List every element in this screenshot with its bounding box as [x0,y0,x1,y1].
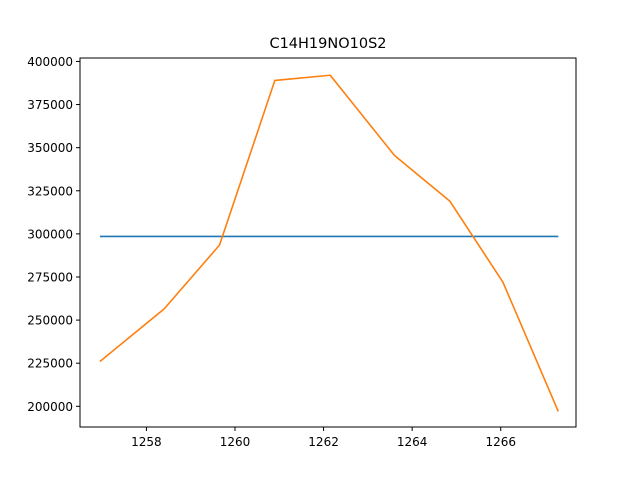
x-tick-label: 1262 [308,435,339,449]
chart-title: C14H19NO10S2 [269,36,386,52]
y-tick-label: 325000 [27,184,73,198]
x-tick-label: 1266 [485,435,516,449]
y-tick-label: 350000 [27,141,73,155]
x-tick-label: 1264 [397,435,428,449]
series-line-2 [99,74,560,412]
y-tick-label: 400000 [27,55,73,69]
y-tick-label: 375000 [27,98,73,112]
y-axis: 200000 225000 250000 275000 300000 325000 3500… [27,55,80,414]
y-tick-label: 250000 [27,314,73,328]
x-axis: 1258 1260 1262 1264 1266 [131,427,516,449]
axes-frame [79,57,577,428]
x-tick-label: 1260 [220,435,251,449]
y-tick-label: 300000 [27,227,73,241]
y-tick-label: 275000 [27,270,73,284]
y-tick-label: 200000 [27,400,73,414]
plot-area [99,74,560,412]
x-tick-label: 1258 [131,435,162,449]
y-tick-label: 225000 [27,357,73,371]
